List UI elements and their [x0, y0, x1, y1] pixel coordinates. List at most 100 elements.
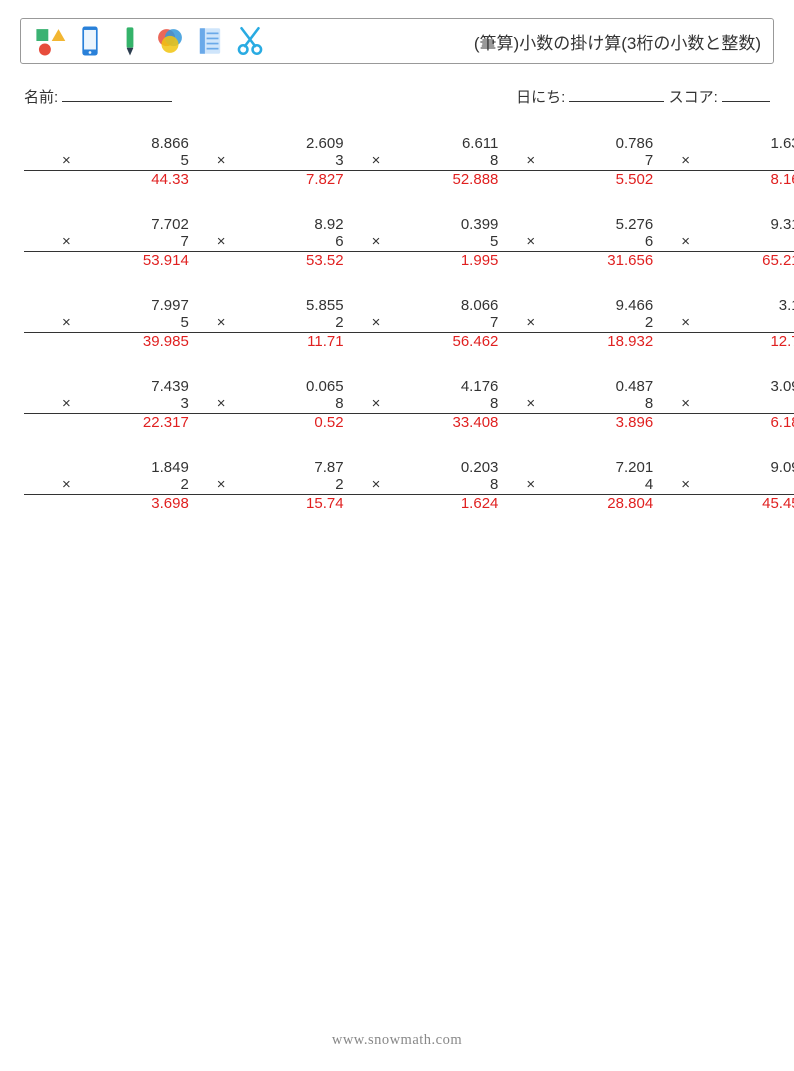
problem: 7.201×428.804 [488, 459, 615, 512]
answer: 52.888 [334, 171, 515, 188]
multiplicand: 4.176 [334, 378, 515, 395]
problem: 0.399×51.995 [334, 216, 461, 269]
problem: 5.855×211.71 [179, 297, 306, 350]
multiplicand: 9.091 [643, 459, 794, 476]
problem: 7.702×753.914 [24, 216, 151, 269]
multiplicand: 7.439 [24, 378, 205, 395]
footer-url: www.snowmath.com [0, 1032, 794, 1049]
multiply-sign: × [217, 314, 226, 331]
answer: 45.455 [643, 495, 794, 512]
multiplier-row: ×4 [643, 314, 794, 333]
problem: 3.19×412.76 [643, 297, 770, 350]
info-line: 名前: 日にち: スコア: [24, 86, 770, 107]
answer: 44.33 [24, 171, 205, 188]
problem: 9.091×545.455 [643, 459, 770, 512]
problem: 9.317×765.219 [643, 216, 770, 269]
multiplicand: 8.92 [179, 216, 360, 233]
problem: 1.633×58.165 [643, 135, 770, 188]
multiplier-row: ×3 [24, 395, 205, 414]
worksheet-title: (筆算)小数の掛け算(3桁の小数と整数) [474, 29, 761, 54]
multiplicand: 1.849 [24, 459, 205, 476]
multiplier-row: ×8 [179, 395, 360, 414]
multiplier-row: ×7 [643, 233, 794, 252]
multiply-sign: × [62, 152, 71, 169]
problem: 8.066×756.462 [334, 297, 461, 350]
multiply-sign: × [681, 233, 690, 250]
multiplier-row: ×8 [334, 395, 515, 414]
pen-icon [113, 24, 147, 58]
problem: 3.093×26.186 [643, 378, 770, 431]
multiplicand: 1.633 [643, 135, 794, 152]
multiplicand: 9.317 [643, 216, 794, 233]
multiplicand: 0.065 [179, 378, 360, 395]
multiply-sign: × [62, 314, 71, 331]
multiplier-row: ×2 [179, 314, 360, 333]
multiply-sign: × [526, 314, 535, 331]
problem: 0.065×80.52 [179, 378, 306, 431]
multiply-sign: × [217, 476, 226, 493]
multiply-sign: × [217, 395, 226, 412]
multiplicand: 0.203 [334, 459, 515, 476]
multiplier-row: ×2 [643, 395, 794, 414]
multiplier-row: ×5 [24, 152, 205, 171]
score-blank [722, 86, 770, 102]
multiplier-row: ×6 [488, 233, 669, 252]
answer: 3.698 [24, 495, 205, 512]
problem: 6.611×852.888 [334, 135, 461, 188]
multiplicand: 7.997 [24, 297, 205, 314]
problem: 7.87×215.74 [179, 459, 306, 512]
multiplier-row: ×7 [334, 314, 515, 333]
multiplier-row: ×3 [179, 152, 360, 171]
problem: 7.997×539.985 [24, 297, 151, 350]
date-label: 日にち: [516, 86, 569, 107]
multiplier-row: ×7 [488, 152, 669, 171]
multiply-sign: × [62, 395, 71, 412]
header-icons [33, 24, 267, 58]
multiplicand: 3.093 [643, 378, 794, 395]
problem: 4.176×833.408 [334, 378, 461, 431]
multiplier-row: ×8 [488, 395, 669, 414]
answer: 12.76 [643, 333, 794, 350]
multiplicand: 0.786 [488, 135, 669, 152]
multiplicand: 5.855 [179, 297, 360, 314]
multiplicand: 0.487 [488, 378, 669, 395]
multiply-sign: × [372, 314, 381, 331]
answer: 6.186 [643, 414, 794, 431]
multiplicand: 8.866 [24, 135, 205, 152]
problem: 7.439×322.317 [24, 378, 151, 431]
score-label: スコア: [664, 86, 722, 107]
multiply-sign: × [526, 476, 535, 493]
answer: 0.52 [179, 414, 360, 431]
date-blank [569, 86, 664, 102]
multiply-sign: × [372, 395, 381, 412]
multiply-sign: × [526, 233, 535, 250]
multiply-sign: × [372, 152, 381, 169]
multiplier-row: ×2 [24, 476, 205, 495]
multiplicand: 5.276 [488, 216, 669, 233]
answer: 39.985 [24, 333, 205, 350]
answer: 3.896 [488, 414, 669, 431]
problem: 8.92×653.52 [179, 216, 306, 269]
answer: 56.462 [334, 333, 515, 350]
answer: 18.932 [488, 333, 669, 350]
multiply-sign: × [62, 476, 71, 493]
problem: 8.866×544.33 [24, 135, 151, 188]
problem: 9.466×218.932 [488, 297, 615, 350]
multiplier-row: ×7 [24, 233, 205, 252]
multiplier-row: ×5 [24, 314, 205, 333]
multiplicand: 3.19 [643, 297, 794, 314]
multiplicand: 0.399 [334, 216, 515, 233]
answer: 31.656 [488, 252, 669, 269]
answer: 15.74 [179, 495, 360, 512]
ruler-icon [193, 24, 227, 58]
multiply-sign: × [217, 233, 226, 250]
multiplicand: 9.466 [488, 297, 669, 314]
answer: 28.804 [488, 495, 669, 512]
problem: 0.487×83.896 [488, 378, 615, 431]
multiply-sign: × [62, 233, 71, 250]
answer: 33.408 [334, 414, 515, 431]
multiplier-row: ×2 [488, 314, 669, 333]
problem: 5.276×631.656 [488, 216, 615, 269]
multiplicand: 7.201 [488, 459, 669, 476]
answer: 8.165 [643, 171, 794, 188]
